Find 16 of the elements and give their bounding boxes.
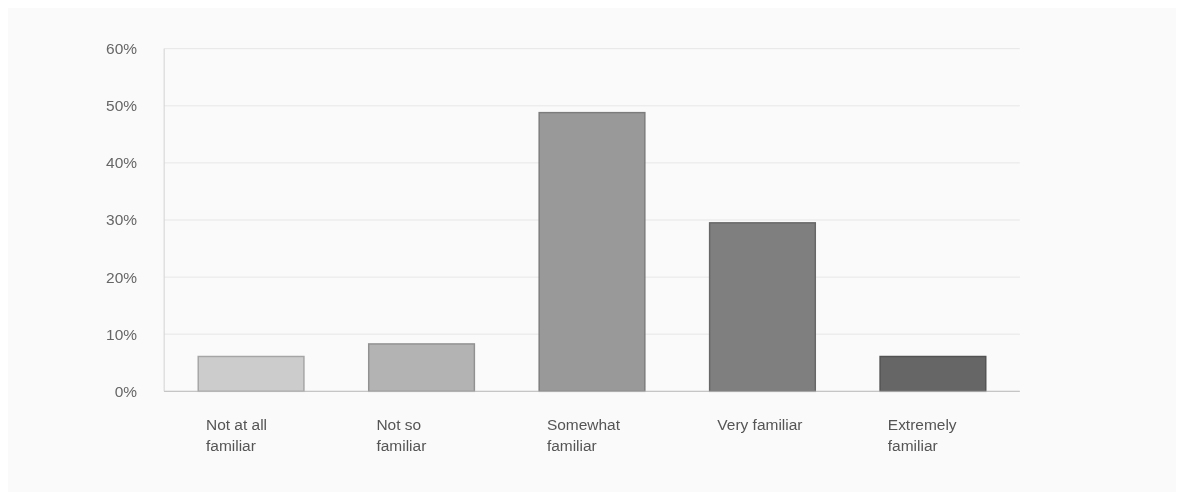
- y-tick-label: 30%: [106, 211, 138, 229]
- y-tick-label: 10%: [106, 325, 138, 343]
- x-tick-label: Extremely familiar: [887, 416, 957, 455]
- bar: [708, 222, 817, 393]
- x-tick-label: Somewhat familiar: [546, 416, 621, 455]
- x-tick-label: Very familiar: [717, 416, 803, 434]
- y-tick-label: 20%: [106, 268, 138, 286]
- y-tick-label: 60%: [106, 40, 138, 58]
- bar: [879, 355, 987, 393]
- x-tick-label: Not at all familiar: [205, 416, 268, 455]
- y-tick-label: 50%: [106, 97, 138, 115]
- bar: [538, 111, 646, 393]
- y-tick-label: 40%: [106, 154, 138, 172]
- x-tick-label: Not so familiar: [376, 416, 427, 455]
- bar: [197, 355, 305, 393]
- y-tick-label: 0%: [114, 382, 138, 400]
